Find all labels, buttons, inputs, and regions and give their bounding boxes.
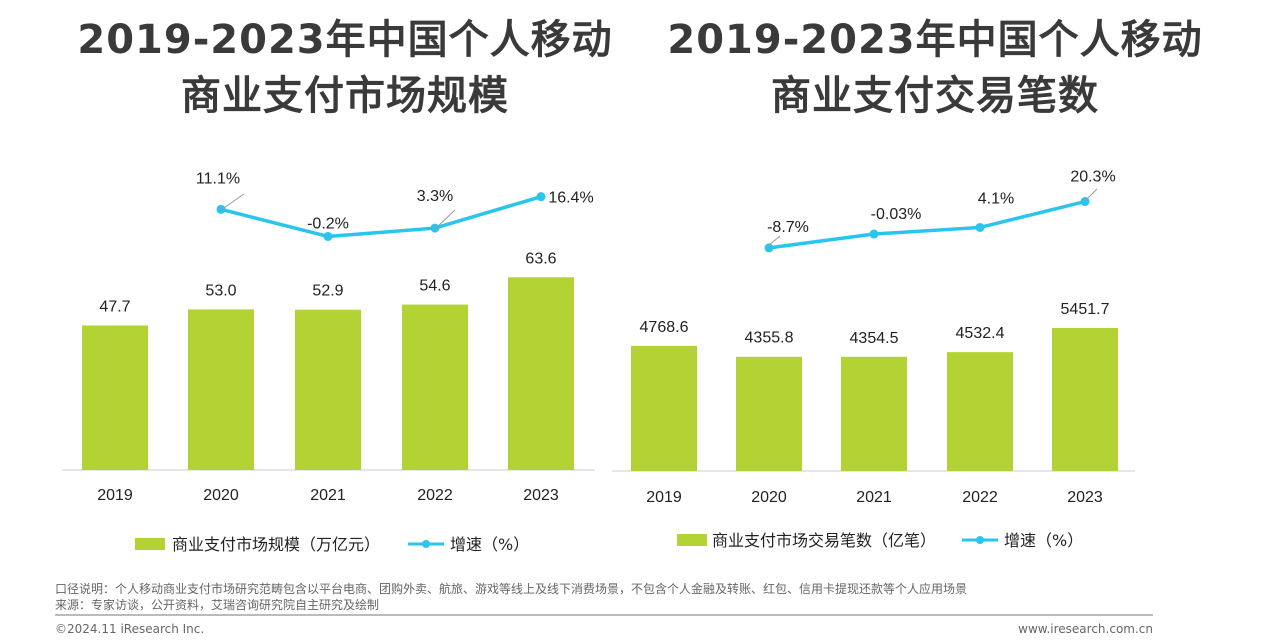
bar: [295, 309, 361, 470]
legend-bar-label: 商业支付市场交易笔数（亿笔）: [712, 531, 936, 550]
bar-value-label: 4355.8: [745, 330, 794, 347]
legend-bar-label: 商业支付市场规模（万亿元）: [172, 535, 380, 554]
bar: [508, 277, 574, 470]
legend-line-marker: [976, 536, 984, 544]
label-leader-line: [767, 235, 781, 247]
growth-label: -0.03%: [871, 206, 922, 223]
x-tick-label: 2020: [751, 489, 787, 506]
bar: [402, 304, 468, 470]
legend-bar-swatch: [677, 534, 707, 546]
bar-value-label: 52.9: [312, 283, 343, 300]
title-line: 商业支付交易笔数: [771, 73, 1099, 119]
growth-label: -0.2%: [307, 215, 349, 232]
bar-value-label: 4532.4: [956, 325, 1005, 342]
growth-label: 20.3%: [1070, 169, 1115, 186]
bar: [841, 356, 907, 471]
x-tick-label: 2023: [1067, 489, 1103, 506]
bar: [1052, 328, 1118, 471]
legend-line-label: 增速（%）: [1004, 531, 1083, 550]
title-line: 商业支付市场规模: [181, 73, 509, 119]
bar-value-label: 53.0: [205, 282, 236, 299]
bar-value-label: 4768.6: [640, 319, 689, 336]
title-line: 2019-2023年中国个人移动: [77, 17, 613, 63]
label-leader-line: [1084, 188, 1098, 202]
x-tick-label: 2019: [97, 487, 133, 504]
bar: [631, 345, 697, 471]
website-link[interactable]: www.iresearch.com.cn: [1018, 622, 1153, 636]
x-tick-label: 2019: [646, 489, 682, 506]
bar-value-label: 63.6: [525, 250, 556, 267]
growth-label: 4.1%: [978, 190, 1014, 207]
growth-label: -8.7%: [767, 219, 809, 236]
legend-bar-swatch: [135, 538, 165, 550]
legend-line-marker: [422, 540, 430, 548]
footnote: 口径说明：个人移动商业支付市场研究范畴包含以平台电商、团购外卖、航旅、游戏等线上…: [55, 582, 968, 596]
growth-point: [975, 222, 985, 232]
label-leader-line: [220, 193, 245, 211]
x-tick-label: 2020: [203, 487, 239, 504]
x-tick-label: 2022: [417, 487, 453, 504]
bar-value-label: 5451.7: [1061, 301, 1110, 318]
label-leader-line: [434, 209, 456, 230]
x-tick-label: 2021: [310, 487, 346, 504]
bar-value-label: 54.6: [419, 278, 450, 295]
growth-line: [768, 199, 1086, 250]
x-tick-label: 2021: [856, 489, 892, 506]
growth-point: [764, 243, 774, 253]
growth-point: [216, 204, 226, 214]
growth-line: [220, 194, 542, 239]
bar: [947, 352, 1013, 471]
footer-divider: [55, 614, 1153, 616]
left-chart-title: 2019-2023年中国个人移动 商业支付市场规模: [60, 12, 630, 124]
bar-value-label: 4354.5: [850, 330, 899, 347]
charts-svg: 47.7 2019 53.0 2020 52.9 2021 54.6 2022 63.6 2023…: [62, 169, 1135, 554]
x-tick-label: 2023: [523, 487, 559, 504]
x-tick-label: 2022: [962, 489, 998, 506]
bar: [736, 356, 802, 471]
bar-value-label: 47.7: [99, 298, 130, 315]
growth-label: 16.4%: [548, 190, 593, 207]
growth-point: [323, 231, 333, 241]
growth-label: 3.3%: [417, 188, 453, 205]
growth-point: [869, 229, 879, 239]
title-line: 2019-2023年中国个人移动: [667, 17, 1203, 63]
growth-point: [430, 223, 440, 233]
source-note: 来源：专家访谈，公开资料，艾瑞咨询研究院自主研究及绘制: [55, 598, 380, 612]
growth-label: 11.1%: [196, 170, 240, 187]
bar: [188, 309, 254, 470]
bar: [82, 325, 148, 470]
growth-point: [536, 192, 546, 202]
right-chart-title: 2019-2023年中国个人移动 商业支付交易笔数: [650, 12, 1220, 124]
legend-line-label: 增速（%）: [450, 535, 529, 554]
copyright: ©2024.11 iResearch Inc.: [55, 622, 205, 636]
